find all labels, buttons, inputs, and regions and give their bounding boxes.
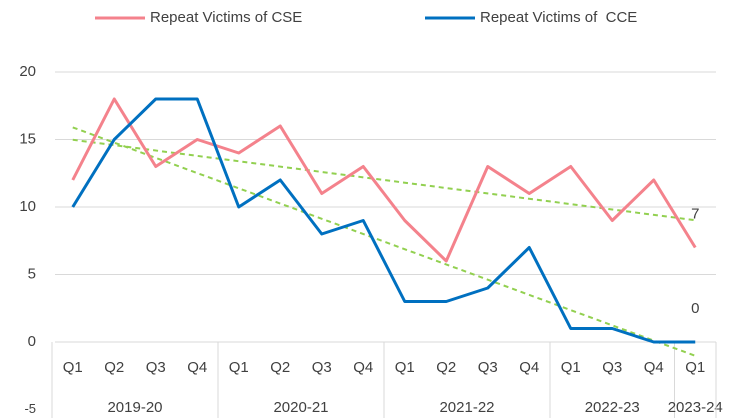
- x-tick-label: Q4: [187, 359, 207, 376]
- x-tick-label: Q3: [478, 359, 498, 376]
- group-label: 2022-23: [585, 399, 640, 416]
- y-tick-label: 0: [28, 333, 36, 350]
- y-tick-label: 15: [19, 130, 36, 147]
- legend-label: Repeat Victims of CSE: [150, 9, 302, 26]
- series-line: [71, 97, 697, 263]
- data-label: 7: [691, 205, 699, 222]
- group-label: 2019-20: [107, 399, 162, 416]
- y-tick-label: 20: [19, 63, 36, 80]
- series-line: [71, 97, 696, 344]
- group-label: 2020-21: [273, 399, 328, 416]
- legend-label: Repeat Victims of CCE: [480, 9, 637, 26]
- x-tick-label: Q1: [395, 359, 415, 376]
- trendline: [72, 126, 696, 357]
- x-tick-label: Q2: [104, 359, 124, 376]
- data-label: 0: [691, 300, 699, 317]
- x-tick-label: Q3: [146, 359, 166, 376]
- x-tick-label: Q3: [312, 359, 332, 376]
- x-tick-label: Q1: [63, 359, 83, 376]
- trendline: [72, 138, 696, 222]
- x-tick-label: Q3: [602, 359, 622, 376]
- x-tick-label: Q1: [685, 359, 705, 376]
- x-tick-label: Q4: [353, 359, 373, 376]
- y-tick-label: 10: [19, 198, 36, 215]
- x-tick-label: Q4: [519, 359, 539, 376]
- x-tick-label: Q1: [229, 359, 249, 376]
- x-tick-label: Q2: [436, 359, 456, 376]
- y-tick-label: -5: [24, 401, 36, 416]
- x-tick-label: Q2: [270, 359, 290, 376]
- group-label: 2021-22: [439, 399, 494, 416]
- x-tick-label: Q4: [644, 359, 664, 376]
- group-label: 2023-24: [668, 399, 723, 416]
- y-tick-label: 5: [28, 265, 36, 282]
- x-tick-label: Q1: [561, 359, 581, 376]
